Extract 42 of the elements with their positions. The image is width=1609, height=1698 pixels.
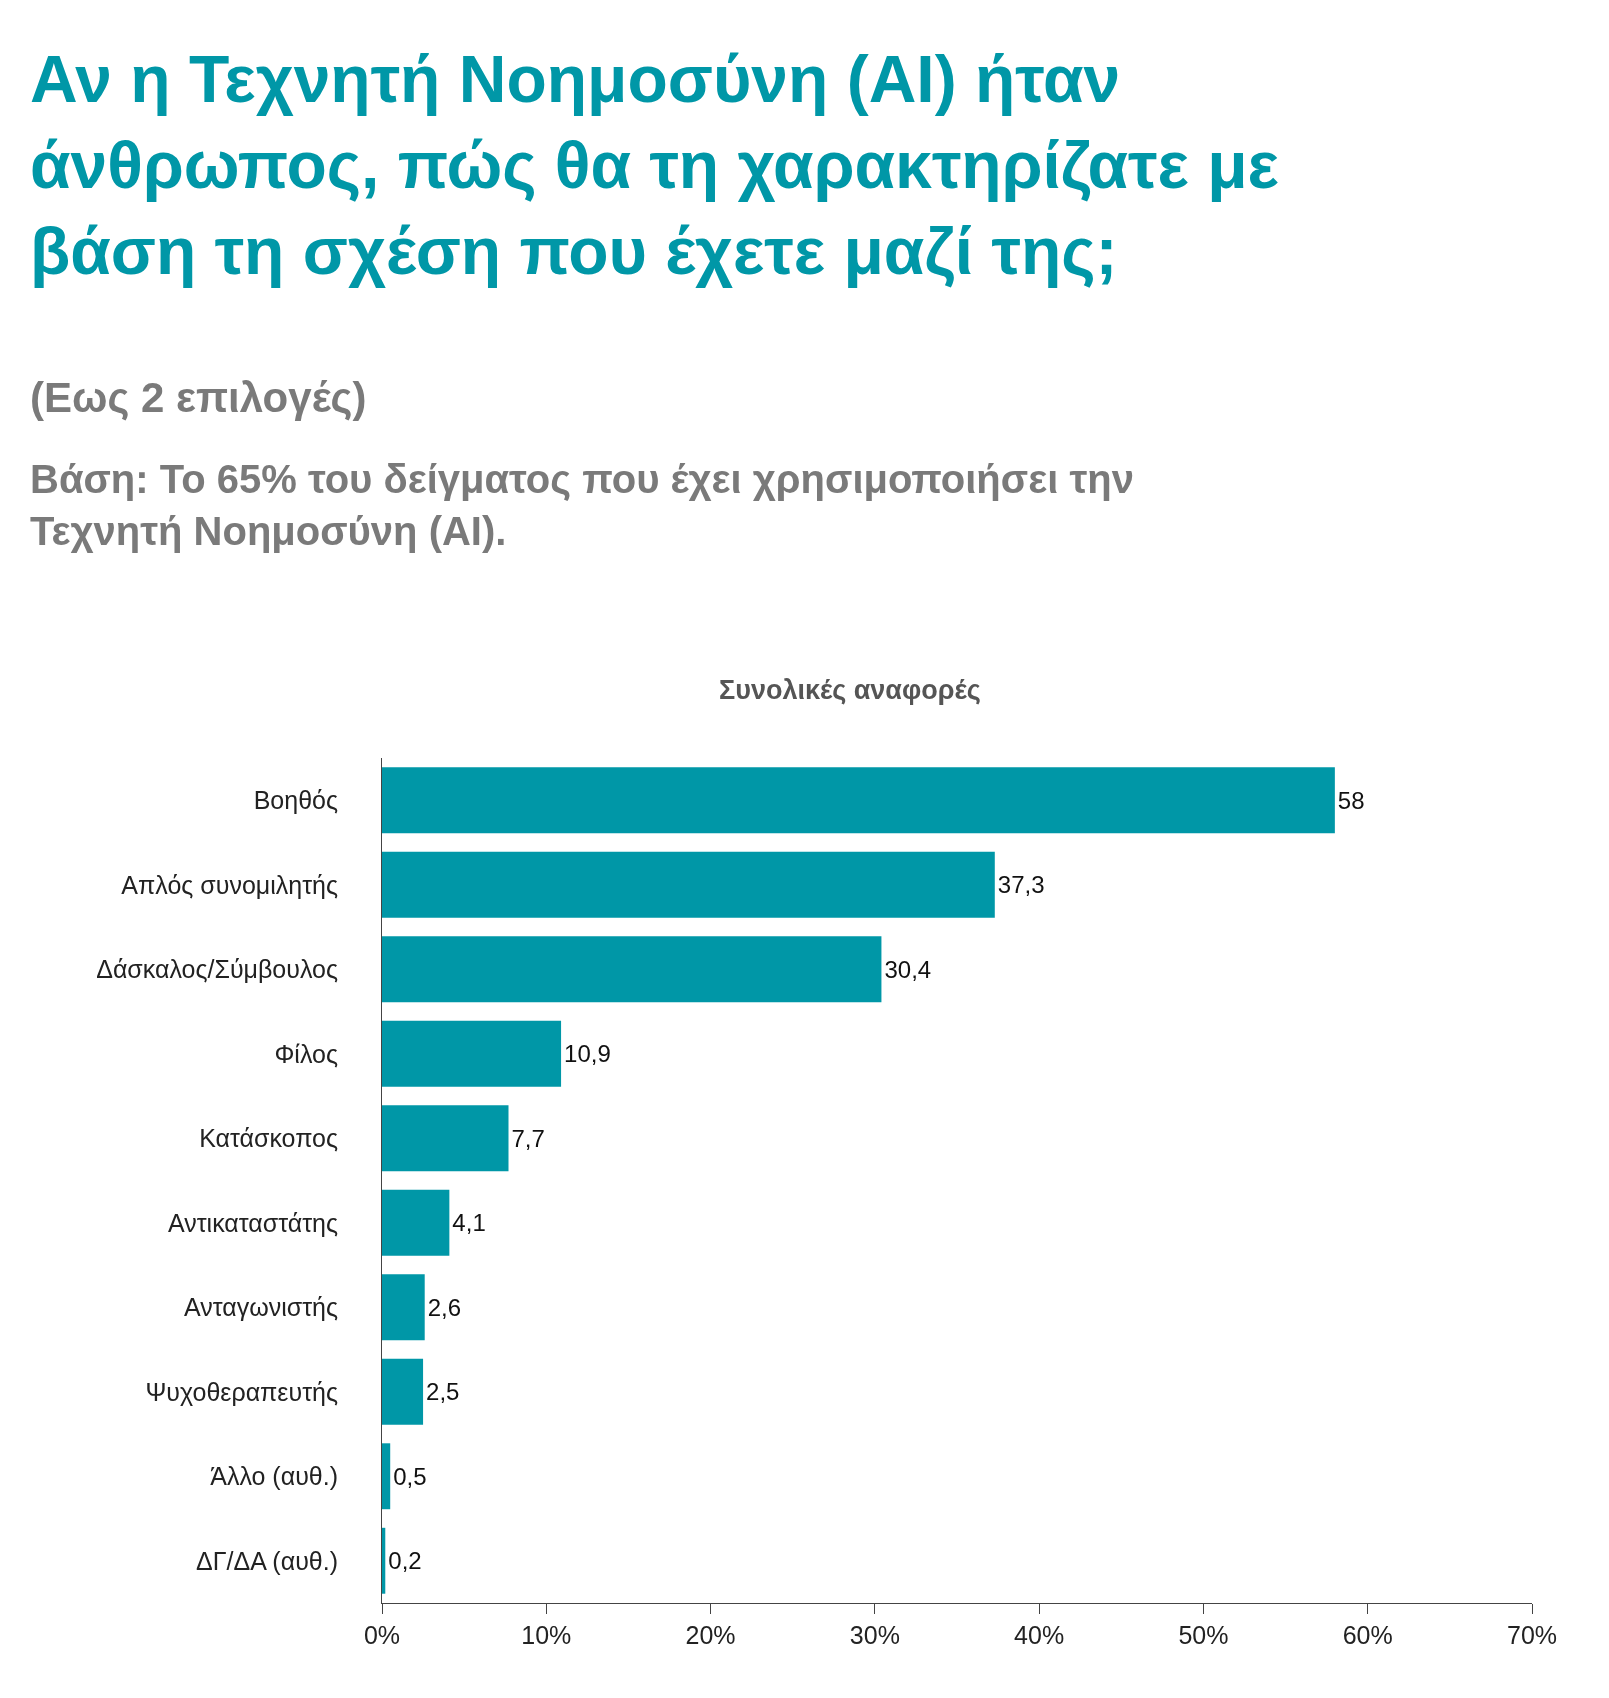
y-tick-label: Αντικαταστάτης (167, 1208, 338, 1237)
x-tick-label: 40% (1014, 1621, 1065, 1649)
bar (382, 936, 882, 1003)
y-tick-label: Βοηθός (253, 786, 338, 814)
data-label: 2,5 (426, 1378, 460, 1406)
x-tick-label: 50% (1178, 1621, 1229, 1649)
y-tick-label: Ανταγωνιστής (183, 1293, 338, 1321)
data-label: 0,2 (388, 1547, 422, 1575)
bar (382, 1527, 386, 1594)
data-label: 0,5 (393, 1462, 427, 1490)
data-label: 37,3 (997, 871, 1045, 899)
data-label: 7,7 (511, 1124, 545, 1152)
y-tick-label: Άλλο (αυθ.) (210, 1462, 338, 1490)
bar (382, 1358, 424, 1425)
x-tick-label: 70% (1506, 1621, 1558, 1649)
text: Συνολικές αναφορές (719, 675, 981, 705)
bar (382, 1443, 391, 1510)
data-label: 30,4 (884, 955, 932, 983)
data-label: 2,6 (427, 1293, 462, 1321)
data-label: 58 (1337, 786, 1365, 814)
chart-title: Αν η Τεχνητή Νοημοσύνη (AI) ήταν άνθρωπος, πώς θα τη χαρακτηρίζατε με βάση τη σχέση που έχετε μαζί της; (30, 42, 1279, 288)
bar (382, 1189, 450, 1256)
data-label: 10,9 (564, 1040, 611, 1068)
y-tick-label: Δάσκαλος/Σύμβουλος (96, 955, 338, 983)
y-tick-label: Ψυχοθεραπευτής (145, 1377, 338, 1406)
y-tick-label: Κατάσκοπος (199, 1124, 338, 1152)
bar (382, 851, 995, 918)
y-tick-label: Απλός συνομιλητής (121, 870, 338, 899)
y-tick-label: Φίλος (274, 1039, 338, 1068)
x-tick-label: 0% (363, 1621, 401, 1649)
y-tick-label: ΔΓ/ΔΑ (αυθ.) (196, 1546, 338, 1575)
bar (382, 1020, 562, 1087)
bar (382, 1274, 425, 1341)
bar (382, 1105, 509, 1172)
data-label: 4,1 (452, 1209, 486, 1237)
bar (382, 767, 1335, 834)
chart-subtitle: (Εως 2 επιλογές) (30, 374, 367, 421)
x-tick-label: 30% (849, 1621, 900, 1649)
x-tick-label: 10% (521, 1621, 572, 1649)
x-tick-label: 60% (1342, 1621, 1393, 1649)
text: Βάση: Το 65% του δείγματος που έχει χρησιμοποιήσει την Τεχνητή Νοημοσύνη (AI). (30, 457, 1134, 553)
x-tick-label: 20% (685, 1621, 736, 1649)
